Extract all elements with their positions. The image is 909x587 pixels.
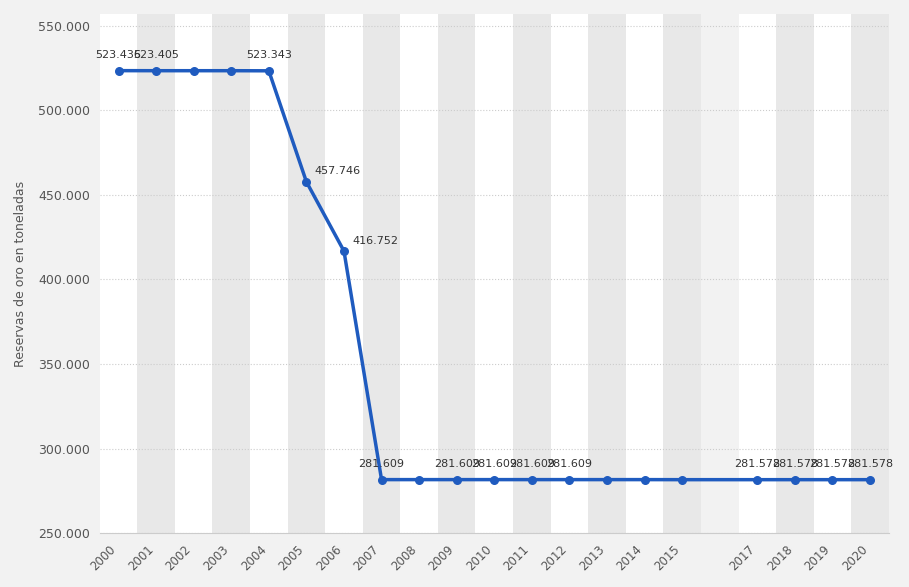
Point <box>600 475 614 484</box>
Point <box>750 475 764 484</box>
Point <box>111 66 125 75</box>
Text: 281.609: 281.609 <box>509 458 554 468</box>
Bar <box>175 14 213 533</box>
Bar <box>664 14 701 533</box>
Text: 523.436: 523.436 <box>95 49 142 59</box>
Point <box>299 177 314 187</box>
Point <box>449 475 464 484</box>
Text: 281.609: 281.609 <box>546 458 593 468</box>
Bar <box>738 14 776 533</box>
Bar <box>363 14 400 533</box>
Text: 523.405: 523.405 <box>133 49 179 60</box>
Point <box>562 475 576 484</box>
Text: 281.578: 281.578 <box>734 458 780 468</box>
Bar <box>475 14 513 533</box>
Point <box>375 475 389 484</box>
Point <box>863 475 877 484</box>
Bar <box>400 14 438 533</box>
Bar <box>213 14 250 533</box>
Point <box>825 475 840 484</box>
Bar <box>588 14 625 533</box>
Point <box>336 247 351 256</box>
Bar <box>287 14 325 533</box>
Text: 281.578: 281.578 <box>772 458 818 468</box>
Text: 281.609: 281.609 <box>471 458 517 468</box>
Point <box>524 475 539 484</box>
Point <box>186 66 201 75</box>
Bar <box>250 14 287 533</box>
Bar <box>851 14 889 533</box>
Text: 281.578: 281.578 <box>847 458 894 468</box>
Bar <box>551 14 588 533</box>
Bar <box>513 14 551 533</box>
Bar <box>776 14 814 533</box>
Point <box>224 66 238 75</box>
Bar <box>625 14 664 533</box>
Bar <box>438 14 475 533</box>
Bar <box>137 14 175 533</box>
Text: 281.578: 281.578 <box>809 458 855 468</box>
Text: 281.609: 281.609 <box>434 458 480 468</box>
Point <box>674 475 689 484</box>
Point <box>787 475 802 484</box>
Y-axis label: Reservas de oro en toneladas: Reservas de oro en toneladas <box>14 180 27 366</box>
Point <box>487 475 502 484</box>
Bar <box>100 14 137 533</box>
Text: 457.746: 457.746 <box>315 166 361 176</box>
Point <box>637 475 652 484</box>
Bar <box>325 14 363 533</box>
Point <box>262 66 276 76</box>
Text: 523.343: 523.343 <box>245 50 292 60</box>
Text: 281.609: 281.609 <box>358 458 405 468</box>
Bar <box>814 14 851 533</box>
Text: 416.752: 416.752 <box>353 235 398 245</box>
Point <box>149 66 164 75</box>
Point <box>412 475 426 484</box>
